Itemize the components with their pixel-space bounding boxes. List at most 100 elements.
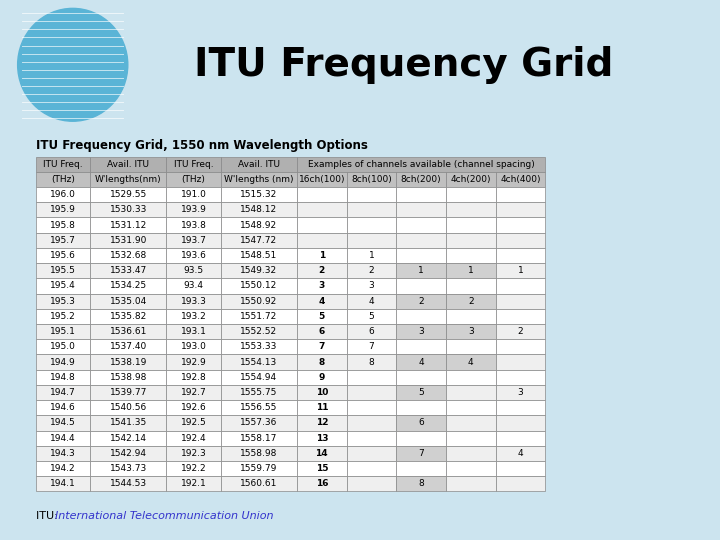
Text: 1554.94: 1554.94 [240, 373, 277, 382]
Text: 6: 6 [418, 418, 424, 428]
Bar [446, 400, 495, 415]
Bar [90, 324, 166, 339]
Bar [495, 233, 545, 248]
Bar [346, 415, 396, 430]
Bar [446, 187, 495, 202]
Bar [166, 339, 221, 354]
Bar [166, 370, 221, 385]
Text: 10: 10 [315, 388, 328, 397]
Bar [495, 461, 545, 476]
Text: 1538.19: 1538.19 [109, 357, 147, 367]
Bar [166, 446, 221, 461]
Text: 1550.12: 1550.12 [240, 281, 277, 291]
Bar [36, 157, 90, 172]
Text: 8: 8 [319, 357, 325, 367]
Text: 195.1: 195.1 [50, 327, 76, 336]
Text: 93.5: 93.5 [184, 266, 204, 275]
Bar [221, 400, 297, 415]
Text: 193.6: 193.6 [181, 251, 207, 260]
Bar [446, 461, 495, 476]
Text: 5: 5 [418, 388, 424, 397]
Text: ITU Frequency Grid: ITU Frequency Grid [194, 46, 613, 84]
Bar [396, 370, 446, 385]
Text: 196.0: 196.0 [50, 190, 76, 199]
Text: ITU Frequency Grid, 1550 nm Wavelength Options: ITU Frequency Grid, 1550 nm Wavelength O… [36, 139, 368, 152]
Bar [346, 339, 396, 354]
Bar [166, 324, 221, 339]
Bar [396, 446, 446, 461]
Bar [166, 385, 221, 400]
Text: 195.9: 195.9 [50, 205, 76, 214]
Text: 194.3: 194.3 [50, 449, 76, 458]
Text: 4: 4 [369, 296, 374, 306]
Bar [396, 339, 446, 354]
Bar [36, 248, 90, 263]
Bar [446, 324, 495, 339]
Bar [221, 263, 297, 278]
Text: 7: 7 [319, 342, 325, 352]
Text: 1538.98: 1538.98 [109, 373, 147, 382]
Bar [446, 248, 495, 263]
Bar [396, 354, 446, 370]
Text: ITU Freq.: ITU Freq. [43, 160, 83, 168]
Bar [346, 248, 396, 263]
Bar [396, 461, 446, 476]
Bar [36, 278, 90, 294]
Bar [495, 370, 545, 385]
Text: 1530.33: 1530.33 [109, 205, 147, 214]
Bar [297, 294, 346, 309]
Text: 4ch(200): 4ch(200) [451, 175, 491, 184]
Text: 1552.52: 1552.52 [240, 327, 277, 336]
Bar [166, 263, 221, 278]
Text: 1547.72: 1547.72 [240, 236, 277, 245]
Text: 1: 1 [319, 251, 325, 260]
Text: 1542.94: 1542.94 [110, 449, 147, 458]
Text: 1541.35: 1541.35 [109, 418, 147, 428]
Text: 192.4: 192.4 [181, 434, 207, 443]
Bar [446, 476, 495, 491]
Text: 1515.32: 1515.32 [240, 190, 277, 199]
Text: W'lengths(nm): W'lengths(nm) [95, 175, 162, 184]
Text: 1540.56: 1540.56 [109, 403, 147, 412]
Text: 93.4: 93.4 [184, 281, 204, 291]
Bar [297, 446, 346, 461]
Bar [166, 476, 221, 491]
Bar [495, 385, 545, 400]
Bar [90, 461, 166, 476]
Text: 8: 8 [418, 480, 424, 488]
Text: 13: 13 [315, 434, 328, 443]
Bar [495, 309, 545, 324]
Text: 9: 9 [319, 373, 325, 382]
Text: 3: 3 [319, 281, 325, 291]
Bar [396, 415, 446, 430]
Bar [90, 187, 166, 202]
Text: 14: 14 [315, 449, 328, 458]
Bar [346, 476, 396, 491]
Bar [221, 309, 297, 324]
Text: 6: 6 [369, 327, 374, 336]
Text: 4: 4 [518, 449, 523, 458]
Bar [396, 202, 446, 218]
Text: 1531.12: 1531.12 [109, 220, 147, 230]
Ellipse shape [17, 8, 128, 121]
Text: 193.8: 193.8 [181, 220, 207, 230]
Bar [297, 430, 346, 445]
Text: 1: 1 [369, 251, 374, 260]
Text: 7: 7 [418, 449, 424, 458]
Bar [36, 263, 90, 278]
Text: 194.2: 194.2 [50, 464, 76, 473]
Text: 195.4: 195.4 [50, 281, 76, 291]
Text: ITU Freq.: ITU Freq. [174, 160, 213, 168]
Bar [166, 309, 221, 324]
Bar [221, 339, 297, 354]
Bar [297, 324, 346, 339]
Bar [396, 187, 446, 202]
Bar [90, 446, 166, 461]
Text: 4ch(400): 4ch(400) [500, 175, 541, 184]
Bar [446, 309, 495, 324]
Text: 1557.36: 1557.36 [240, 418, 278, 428]
Bar [166, 354, 221, 370]
Text: 1543.73: 1543.73 [109, 464, 147, 473]
Text: W'lengths (nm): W'lengths (nm) [224, 175, 294, 184]
Bar [221, 233, 297, 248]
